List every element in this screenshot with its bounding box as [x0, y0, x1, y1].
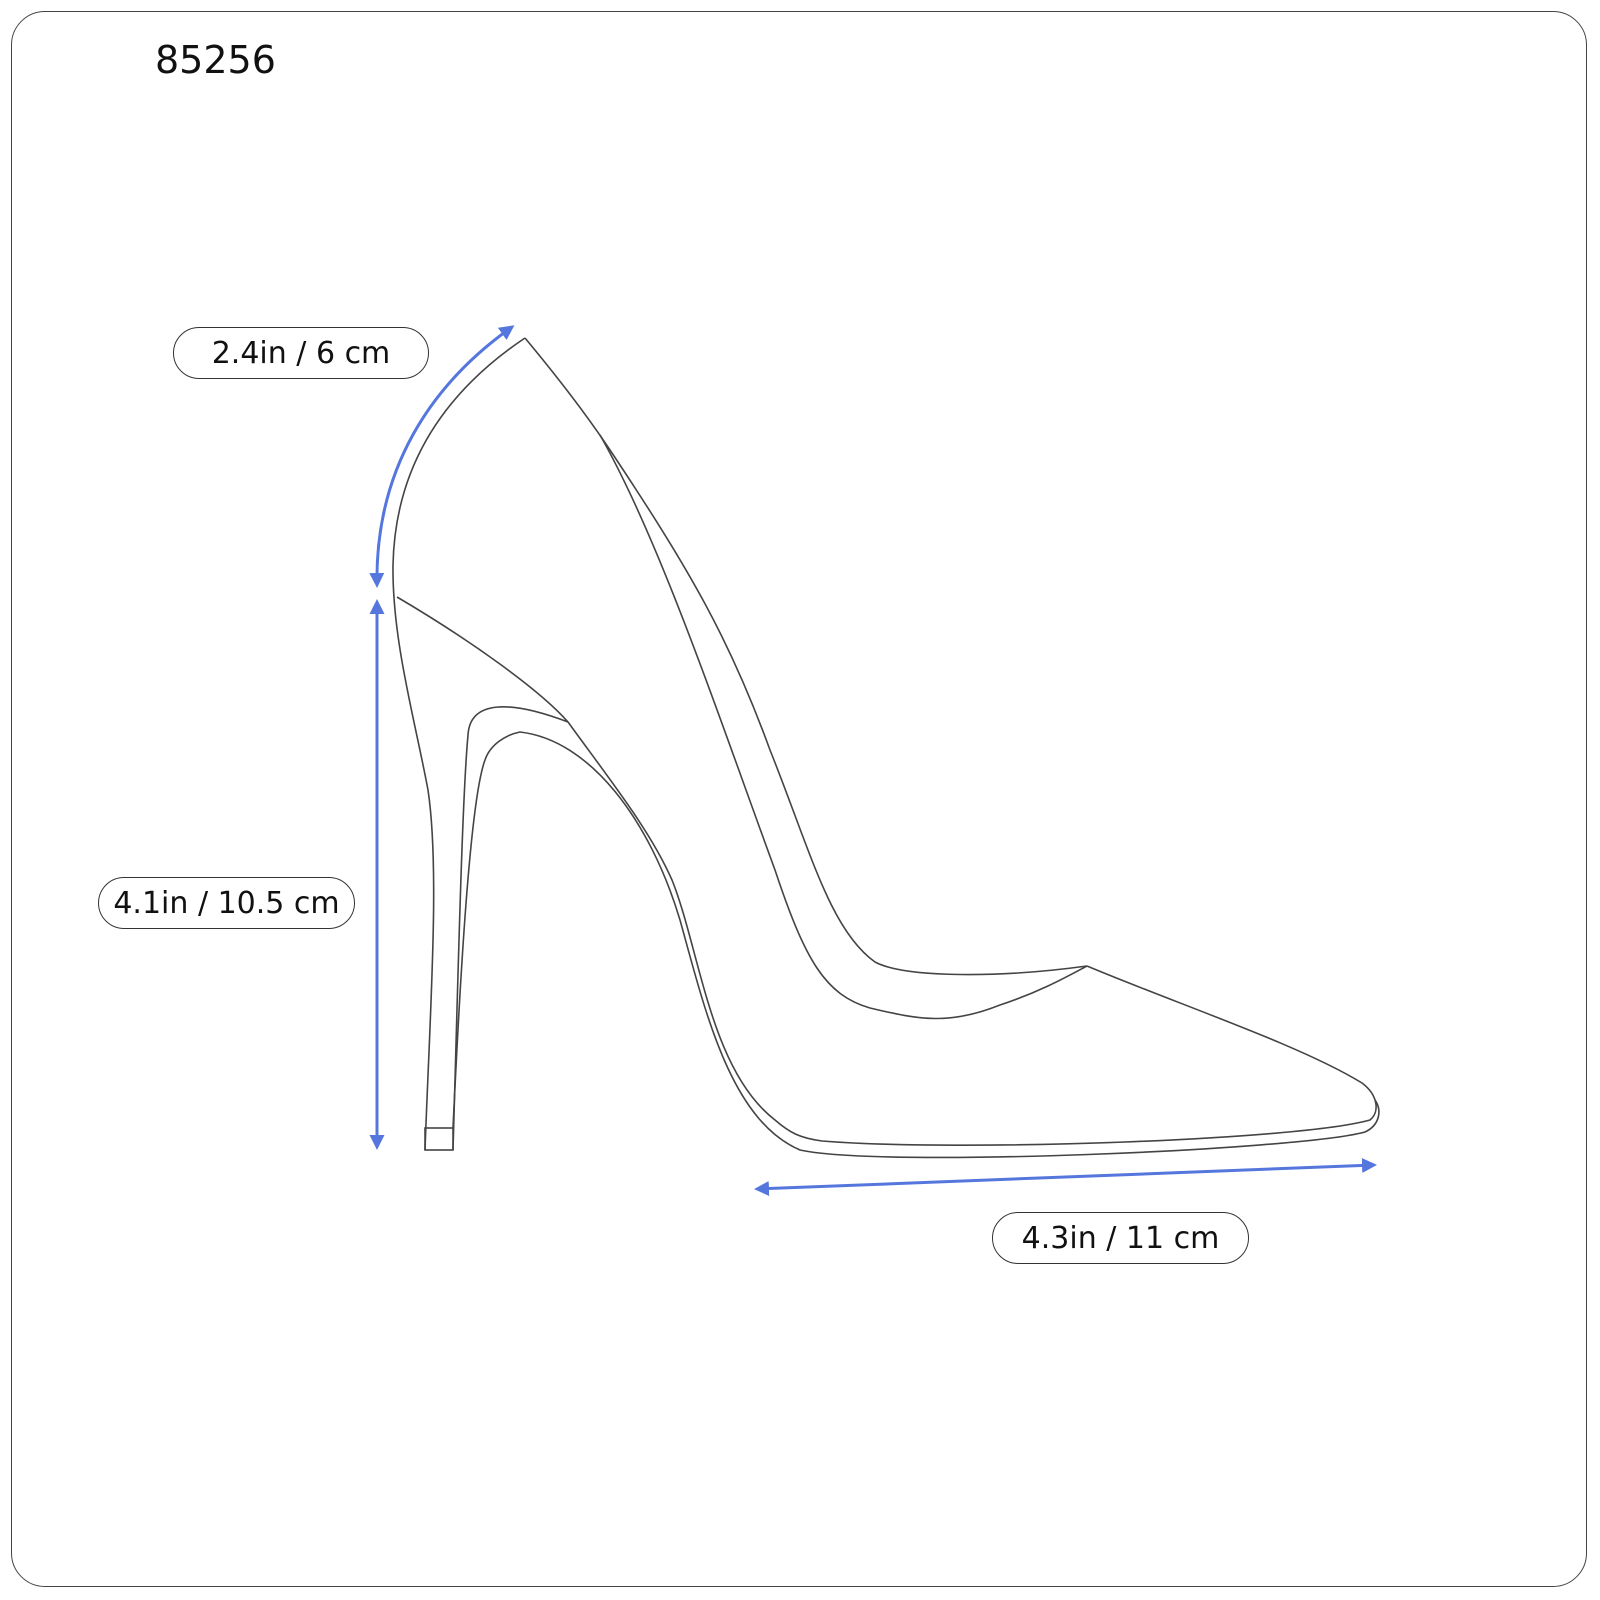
shoe-outline: [392, 337, 1380, 1159]
vamp-outer: [524, 337, 1088, 976]
collar-line: [396, 596, 569, 723]
heel-inner-outline: [452, 731, 1380, 1159]
shaft-arrow: [369, 325, 515, 588]
length-arrow: [754, 1157, 1377, 1197]
length-label: 4.3in / 11 cm: [992, 1212, 1249, 1264]
heel-front-outline: [452, 706, 569, 1151]
image-frame: [11, 11, 1587, 1587]
heel-back-outline: [392, 337, 526, 1151]
sole-top: [567, 721, 1377, 1146]
heel-height-label: 4.1in / 10.5 cm: [98, 877, 355, 929]
vamp-inner: [599, 434, 1088, 1020]
shaft-label: 2.4in / 6 cm: [173, 327, 429, 379]
heel-tip: [424, 1127, 454, 1151]
product-code: 85256: [155, 38, 276, 82]
